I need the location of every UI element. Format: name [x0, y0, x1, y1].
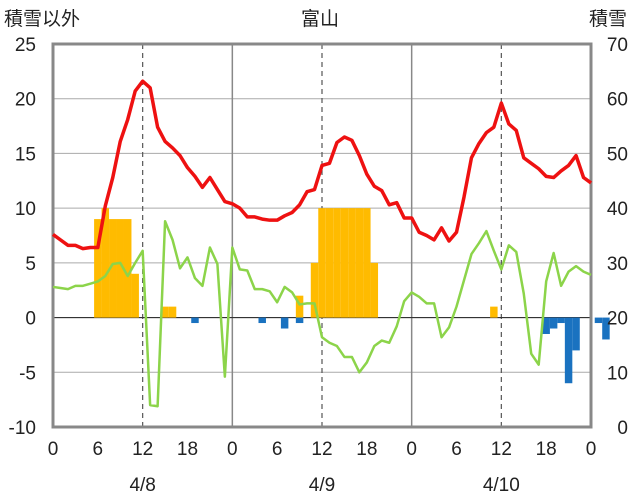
snow-bar-negative [191, 317, 199, 324]
temperature-line [51, 79, 593, 251]
snow-bar-positive [168, 306, 177, 318]
y-tick-right: 70 [607, 35, 628, 56]
snow-bar-positive [101, 208, 110, 318]
x-tick: 12 [311, 439, 332, 460]
snow-bar-negative [542, 317, 550, 334]
snow-bar-negative [564, 317, 573, 384]
snow-bar-positive [109, 219, 117, 318]
x-tick: 18 [536, 439, 557, 460]
y-tick-left: 20 [15, 90, 36, 111]
snow-bar-positive [333, 208, 341, 318]
y-tick-left: -5 [19, 363, 36, 384]
left-axis-title: 積雪以外 [4, 8, 80, 30]
y-tick-right: 20 [607, 309, 628, 330]
snow-bar-negative [295, 317, 304, 324]
snow-bar-positive [131, 273, 139, 318]
x-tick: 0 [48, 439, 59, 460]
y-tick-left: 0 [25, 309, 36, 330]
snow-bar-positive [490, 306, 498, 318]
x-tick: 18 [177, 439, 198, 460]
snow-bar-negative [572, 317, 580, 351]
snow-bar-positive [325, 208, 334, 318]
x-tick: 0 [586, 439, 597, 460]
snow-bar-positive [370, 262, 379, 318]
x-tick: 6 [93, 439, 104, 460]
snow-bar-negative [594, 317, 603, 324]
y-tick-left: 15 [15, 144, 36, 165]
snow-bars [94, 208, 610, 384]
x-tick: 0 [406, 439, 417, 460]
x-tick: 6 [451, 439, 462, 460]
wind-line [52, 220, 592, 408]
snow-bar-negative [280, 317, 289, 329]
y-tick-left: 25 [15, 35, 36, 56]
y-tick-right: 0 [617, 418, 628, 439]
snow-bar-negative [258, 317, 266, 324]
snow-bar-positive [295, 295, 304, 318]
snow-bar-positive [363, 208, 371, 318]
x-tick: 12 [132, 439, 153, 460]
snow-bar-negative [602, 317, 610, 340]
snow-bar-negative [549, 317, 558, 329]
snow-bar-positive [340, 208, 349, 318]
snow-bar-positive [355, 208, 364, 318]
snow-bar-positive [161, 306, 169, 318]
y-tick-right: 10 [607, 363, 628, 384]
y-tick-right: 30 [607, 254, 628, 275]
right-axis-title: 積雪 [589, 8, 627, 30]
snow-bar-positive [318, 208, 326, 318]
x-tick: 18 [356, 439, 377, 460]
snow-bar-positive [94, 219, 102, 318]
chart-title: 富山 [301, 8, 339, 30]
y-tick-right: 50 [607, 144, 628, 165]
x-tick: 12 [491, 439, 512, 460]
date-label: 4/8 [129, 475, 155, 496]
x-tick: 6 [272, 439, 283, 460]
date-label: 4/10 [483, 475, 520, 496]
snow-bar-positive [123, 219, 132, 318]
y-tick-left: 10 [15, 199, 36, 220]
series-lines [51, 79, 593, 408]
y-tick-left: -10 [9, 418, 36, 439]
snow-bar-negative [557, 317, 565, 324]
date-label: 4/9 [309, 475, 335, 496]
x-tick: 0 [227, 439, 238, 460]
snow-bar-positive [116, 219, 124, 318]
snow-bar-positive [348, 208, 356, 318]
y-tick-left: 5 [25, 254, 36, 275]
y-tick-right: 60 [607, 90, 628, 111]
y-tick-right: 40 [607, 199, 628, 220]
snow-bar-positive [310, 262, 319, 318]
